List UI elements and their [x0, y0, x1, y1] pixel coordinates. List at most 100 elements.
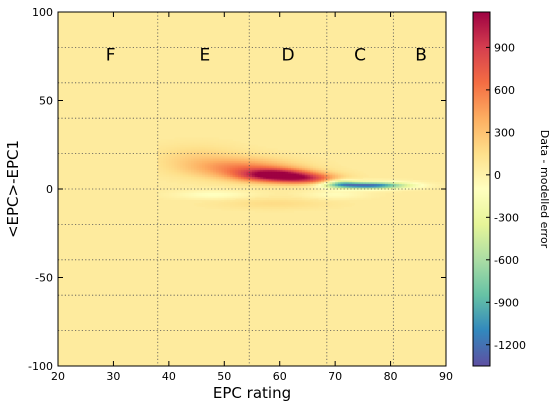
heatmap-cell — [368, 190, 372, 193]
heatmap-cell — [285, 206, 289, 209]
heatmap-cell — [232, 150, 236, 153]
heatmap-cell — [318, 201, 322, 204]
heatmap-cell — [360, 178, 364, 181]
heatmap-cell — [443, 181, 446, 185]
heatmap-cell — [418, 187, 422, 190]
heatmap-cell — [185, 160, 189, 163]
heatmap-cell — [318, 176, 322, 179]
heatmap-cell — [360, 189, 364, 192]
heatmap-cell — [296, 203, 300, 206]
heatmap-cell — [279, 185, 283, 188]
heatmap-cell — [296, 206, 300, 209]
heatmap-cell — [307, 189, 311, 192]
heatmap-cell — [337, 167, 342, 170]
heatmap-cell — [215, 180, 220, 183]
x-tick-label: 20 — [51, 370, 65, 383]
heatmap-cell — [401, 178, 405, 181]
heatmap-cell — [276, 160, 281, 163]
heatmap-cell — [376, 180, 380, 183]
heatmap-cell — [368, 194, 372, 197]
heatmap-cell — [312, 201, 317, 204]
heatmap-cell — [379, 187, 383, 190]
heatmap-cell — [171, 142, 175, 146]
heatmap-cell — [335, 196, 339, 199]
heatmap-cell — [207, 165, 211, 169]
heatmap-cell — [332, 194, 336, 197]
heatmap-cell — [254, 194, 258, 197]
heatmap-cell — [246, 155, 250, 158]
heatmap-cell — [196, 204, 200, 208]
heatmap-cell — [213, 183, 217, 186]
heatmap-cell — [199, 187, 203, 190]
heatmap-cell — [168, 142, 173, 146]
heatmap-cell — [249, 173, 253, 176]
heatmap-cell — [426, 185, 430, 188]
heatmap-cell — [404, 189, 408, 192]
heatmap-cell — [354, 183, 358, 186]
heatmap-cell — [171, 151, 175, 154]
heatmap-cell — [312, 187, 317, 190]
heatmap-cell — [191, 187, 195, 190]
heatmap-cell — [243, 150, 247, 153]
heatmap-cell — [310, 158, 314, 162]
heatmap-cell — [288, 192, 292, 195]
heatmap-cell — [207, 144, 211, 147]
heatmap-cell — [224, 144, 228, 147]
heatmap-cell — [268, 197, 272, 201]
heatmap-cell — [174, 160, 178, 163]
heatmap-cell — [221, 204, 225, 208]
heatmap-cell — [168, 174, 173, 178]
colorbar-tick-label: 600 — [494, 84, 515, 97]
heatmap-cell — [299, 192, 303, 195]
heatmap-cell — [202, 197, 206, 201]
heatmap-cell — [227, 153, 231, 156]
heatmap-cell — [349, 204, 353, 208]
heatmap-cell — [276, 162, 281, 165]
colorbar-tick-label: -600 — [494, 254, 519, 267]
heatmap-cell — [213, 150, 217, 153]
heatmap-cell — [318, 169, 322, 172]
heatmap-cell — [337, 173, 342, 176]
heatmap-cell — [290, 197, 294, 201]
heatmap-cell — [288, 187, 292, 190]
heatmap-cell — [324, 160, 328, 163]
heatmap-cell — [282, 158, 286, 162]
heatmap-cell — [343, 203, 347, 206]
heatmap-cell — [387, 187, 391, 190]
heatmap-cell — [199, 148, 203, 151]
heatmap-cell — [357, 178, 361, 181]
heatmap-cell — [193, 162, 197, 165]
heatmap-cell — [293, 190, 297, 193]
heatmap-cell — [182, 158, 186, 162]
heatmap-cell — [232, 160, 236, 163]
heatmap-cell — [274, 178, 278, 181]
heatmap-cell — [199, 190, 203, 193]
heatmap-cell — [426, 183, 430, 186]
heatmap-cell — [160, 155, 164, 158]
heatmap-cell — [376, 185, 380, 188]
heatmap-cell — [293, 183, 297, 186]
heatmap-cell — [210, 141, 214, 144]
heatmap-cell — [193, 155, 197, 158]
heatmap-cell — [318, 162, 322, 165]
heatmap-cell — [188, 180, 192, 183]
heatmap-cell — [174, 144, 178, 147]
heatmap-cell — [288, 196, 292, 199]
heatmap-cell — [221, 158, 225, 162]
heatmap-cell — [204, 197, 209, 201]
heatmap-cell — [202, 153, 206, 156]
heatmap-cell — [312, 194, 317, 197]
heatmap-cell — [207, 151, 211, 154]
heatmap-cell — [279, 206, 283, 209]
heatmap-cell — [329, 204, 333, 208]
heatmap-cell — [240, 158, 245, 162]
heatmap-cell — [238, 185, 242, 188]
heatmap-cell — [213, 180, 217, 183]
heatmap-cell — [274, 150, 278, 153]
heatmap-cell — [265, 203, 270, 206]
heatmap-cell — [163, 148, 167, 151]
heatmap-cell — [229, 174, 233, 178]
heatmap-cell — [210, 197, 214, 201]
heatmap-cell — [368, 183, 372, 186]
heatmap-cell — [235, 176, 239, 179]
